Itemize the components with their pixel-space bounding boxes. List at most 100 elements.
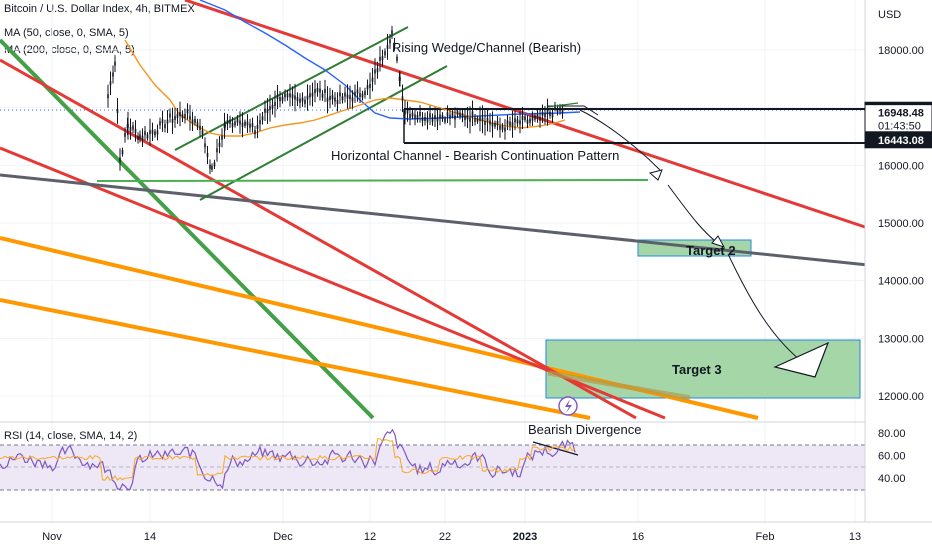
candle-body [526,119,529,124]
candle-body [112,72,114,77]
rsi-tick-label: 60.00 [878,451,906,463]
divergence-line-rsi[interactable] [532,441,579,456]
projection-arrow-3-head[interactable] [773,341,830,378]
candle-body [341,96,344,101]
candle-body [469,117,471,122]
orange-trendline-lower[interactable] [0,298,591,420]
candle-body [393,42,396,47]
candle-body [213,162,216,167]
support-horizontal-green[interactable] [96,179,649,182]
candle-body [291,94,294,99]
candle-body [324,89,326,94]
price-tick-label: 16000.00 [878,160,924,172]
projection-arrow-2[interactable] [667,184,723,247]
candle-body [271,104,274,109]
candle-body [116,109,119,114]
candle-body [241,122,244,127]
red-trendline-long-1[interactable] [0,58,637,420]
time-tick-label: 16 [632,531,644,543]
candle-body [127,123,129,128]
rsi-line [0,428,576,490]
candle-body [419,111,421,116]
lightning-icon[interactable] [558,396,578,416]
projection-arrow-2-head[interactable] [711,235,726,248]
trendlines[interactable] [0,0,869,420]
candle-body [166,119,169,124]
price-tag[interactable] [864,104,932,134]
candle-body [369,83,371,88]
price-tag-label: 16948.48 [878,108,924,120]
rsi-ma-line [0,438,576,481]
candle-body [344,92,346,97]
candle-body [161,119,164,124]
candle-body [306,95,309,100]
candle-body [409,113,411,118]
annotation-target-2[interactable]: Target 2 [686,243,736,258]
candle-body [439,114,441,119]
time-axis[interactable] [0,522,932,550]
wedge-upper-line[interactable] [174,26,409,151]
price-tag[interactable] [864,131,932,149]
candle-body [294,95,296,100]
candle-body [536,114,539,119]
candle-body [137,135,139,140]
time-axis-ticks: Nov 14 Dec 12 22 2023 16 Feb 13 [42,531,861,543]
gray-trendline[interactable] [0,173,869,267]
candle-body [534,115,536,120]
time-tick-label: Nov [42,531,62,543]
projection-arrow-1[interactable] [579,109,661,171]
candle-body [259,120,261,125]
projection-arrow-1-head[interactable] [648,169,663,181]
candle-body [249,123,251,128]
candle-body [436,117,439,122]
candle-body [376,68,379,73]
candle-body [389,39,391,44]
candle-body [386,44,389,49]
candle-body [371,77,374,82]
projection-arrow-3[interactable] [727,253,801,361]
candle-body [499,125,501,130]
price-axis[interactable] [865,0,932,522]
candle-body [254,130,256,135]
rsi-legend[interactable]: RSI (14, close, SMA, 14, 2) [4,430,138,442]
candle-body [554,104,556,109]
green-trendline-steep[interactable] [0,38,375,420]
ma200-line [199,0,581,120]
candle-body [494,122,496,127]
candle-body [486,117,489,122]
candle-body [431,117,434,122]
candle-body [384,51,386,56]
candle-body [107,94,109,99]
annotation-rising-wedge[interactable]: Rising Wedge/Channel (Bearish) [392,40,581,55]
candle-body [459,112,461,117]
candle-body [366,85,369,90]
candle-body [404,110,406,115]
rsi-band [0,445,865,490]
candle-body [239,120,241,125]
annotation-bearish-divergence[interactable]: Bearish Divergence [528,422,641,437]
candle-body [501,125,504,130]
candle-body [406,109,409,114]
candle-body [401,96,404,101]
candle-body [541,111,544,116]
candle-body [549,111,551,116]
candle-body [156,130,159,135]
candle-body [349,95,351,100]
candle-body [261,116,264,121]
candle-body [421,117,424,122]
wedge-lower-line[interactable] [199,65,448,201]
divergence-line-price[interactable] [547,102,579,108]
candle-body [171,118,174,123]
candle-body [326,97,329,102]
candle-body [274,102,276,107]
candle-body [454,115,456,120]
candle-body [204,143,206,148]
candle-body [124,132,126,137]
annotation-target-3[interactable]: Target 3 [672,362,722,377]
candle-body [129,127,132,132]
ma50-legend[interactable]: MA (50, close, 0, SMA, 5) [4,27,129,39]
candle-body [319,88,321,93]
annotation-horizontal-channel[interactable]: Horizontal Channel - Bearish Continuatio… [331,148,619,163]
candle-body [279,97,281,102]
